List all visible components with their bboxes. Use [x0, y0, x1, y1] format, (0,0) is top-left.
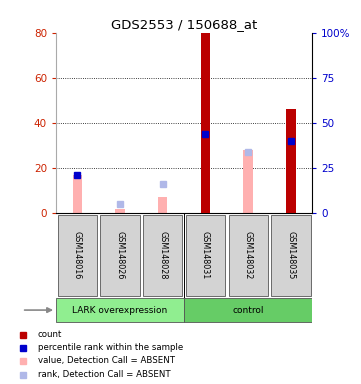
Text: rank, Detection Call = ABSENT: rank, Detection Call = ABSENT [38, 370, 170, 379]
Bar [243, 150, 253, 213]
FancyBboxPatch shape [271, 215, 310, 296]
FancyBboxPatch shape [186, 215, 225, 296]
Text: percentile rank within the sample: percentile rank within the sample [38, 343, 183, 353]
Text: GSM148035: GSM148035 [286, 231, 295, 280]
FancyBboxPatch shape [229, 215, 268, 296]
FancyBboxPatch shape [184, 298, 312, 322]
Bar [115, 209, 125, 213]
Title: GDS2553 / 150688_at: GDS2553 / 150688_at [111, 18, 257, 31]
FancyBboxPatch shape [58, 215, 97, 296]
Text: value, Detection Call = ABSENT: value, Detection Call = ABSENT [38, 356, 175, 365]
Bar [158, 197, 168, 213]
Text: GSM148031: GSM148031 [201, 231, 210, 280]
FancyBboxPatch shape [56, 298, 184, 322]
Text: GSM148016: GSM148016 [73, 231, 82, 280]
FancyBboxPatch shape [100, 215, 140, 296]
Text: GSM148026: GSM148026 [116, 231, 125, 280]
Bar [201, 33, 210, 213]
FancyBboxPatch shape [143, 215, 182, 296]
Bar [73, 175, 82, 213]
Text: GSM148028: GSM148028 [158, 231, 167, 280]
Text: LARK overexpression: LARK overexpression [73, 306, 168, 314]
Text: count: count [38, 330, 62, 339]
Bar [286, 109, 296, 213]
Text: GSM148032: GSM148032 [244, 231, 253, 280]
Text: control: control [232, 306, 264, 314]
